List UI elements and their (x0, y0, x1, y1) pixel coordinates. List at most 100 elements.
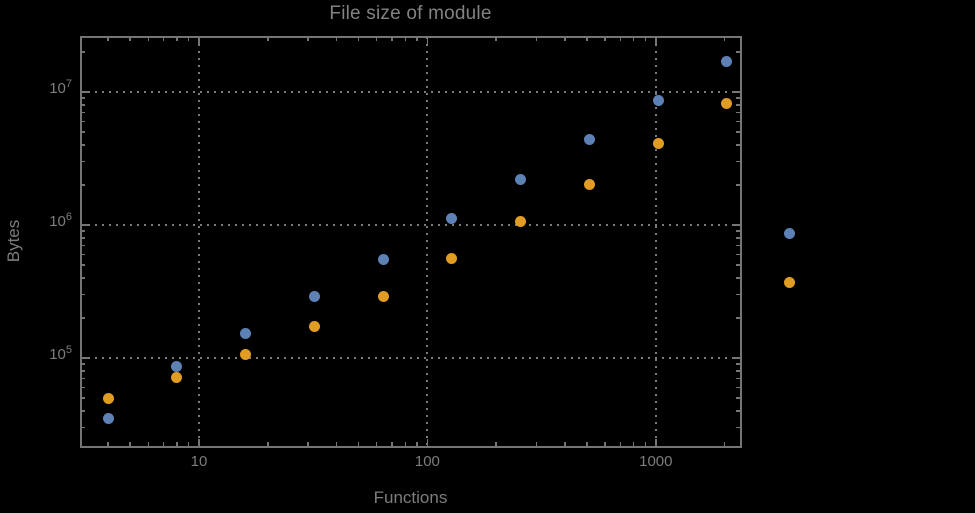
y-tick-label: 105 (49, 344, 72, 364)
plot-frame (80, 36, 742, 448)
y-gridline (81, 91, 740, 93)
x-axis-label: Functions (373, 488, 448, 507)
data-point-series-orange (583, 179, 595, 191)
x-tick (723, 37, 726, 41)
data-point-series-orange (171, 372, 183, 384)
x-tick (357, 37, 360, 41)
y-tick (733, 357, 740, 359)
data-point-series-orange (377, 290, 389, 302)
x-tick (129, 37, 131, 41)
x-gridline (198, 37, 200, 446)
data-point-series-orange (446, 252, 458, 264)
y-tick (736, 293, 740, 296)
x-tick (535, 442, 538, 446)
y-tick (81, 410, 85, 412)
y-tick (736, 184, 740, 186)
y-tick (81, 253, 85, 256)
x-tick (391, 37, 393, 41)
data-point-series-blue (652, 94, 664, 106)
y-tick (81, 111, 85, 114)
x-tick-label: 100 (414, 453, 440, 470)
data-point-series-orange (652, 137, 664, 149)
x-tick (267, 37, 269, 41)
data-point-series-blue (171, 361, 183, 373)
y-tick-label: 106 (49, 211, 72, 231)
x-tick (655, 439, 657, 446)
y-tick (81, 317, 85, 319)
data-point-series-blue (308, 290, 320, 302)
y-tick (81, 237, 85, 239)
y-tick (736, 144, 740, 146)
y-tick (736, 277, 740, 279)
x-tick (655, 37, 657, 44)
y-tick (736, 160, 740, 163)
x-tick-label: 1000 (639, 453, 673, 470)
x-tick (107, 442, 109, 446)
y-tick (81, 51, 85, 53)
y-tick (81, 357, 88, 359)
y-tick (733, 91, 740, 93)
y-tick (736, 426, 740, 429)
x-tick (619, 442, 622, 446)
x-tick (198, 439, 200, 446)
data-point-series-orange (308, 320, 320, 332)
x-tick (619, 37, 622, 41)
y-tick (736, 120, 740, 123)
x-tick (564, 442, 566, 446)
y-tick (736, 111, 740, 114)
x-tick (495, 442, 497, 446)
y-tick (81, 244, 85, 247)
y-tick-label: 107 (49, 78, 72, 98)
y-tick (81, 370, 85, 372)
x-tick (162, 442, 165, 446)
x-tick (176, 37, 178, 41)
x-tick (307, 442, 309, 446)
y-tick (736, 253, 740, 256)
x-tick (187, 37, 190, 41)
y-tick (736, 386, 740, 389)
x-tick-label: 10 (190, 453, 208, 470)
data-point-series-blue (377, 253, 389, 265)
y-tick (81, 264, 85, 266)
x-tick (604, 37, 606, 41)
x-tick (391, 442, 393, 446)
x-tick (644, 442, 647, 446)
x-tick (176, 442, 178, 446)
x-tick (267, 442, 269, 446)
data-point-series-blue (783, 228, 795, 240)
y-tick (81, 97, 85, 99)
x-tick (147, 442, 150, 446)
x-tick (404, 37, 407, 41)
y-tick (736, 131, 740, 133)
y-tick (736, 377, 740, 380)
y-tick (81, 104, 85, 106)
x-tick (644, 37, 647, 41)
data-point-series-orange (515, 216, 527, 228)
x-tick (404, 442, 407, 446)
data-point-series-blue (583, 133, 595, 145)
x-tick (147, 37, 150, 41)
x-tick (426, 37, 429, 44)
x-tick (495, 37, 497, 41)
y-tick (81, 160, 85, 163)
y-tick (736, 317, 740, 319)
x-tick (632, 37, 635, 41)
x-tick (335, 37, 338, 41)
x-tick (375, 442, 378, 446)
x-tick (426, 439, 429, 446)
y-tick (736, 97, 740, 99)
y-tick (81, 397, 85, 399)
x-tick (416, 442, 418, 446)
x-tick (535, 37, 538, 41)
x-tick (198, 37, 200, 44)
y-tick (81, 386, 85, 389)
data-point-series-orange (783, 276, 795, 288)
x-gridline (654, 37, 657, 446)
y-tick (81, 144, 85, 146)
y-tick (81, 224, 88, 226)
x-tick (307, 37, 309, 41)
data-point-series-orange (240, 348, 252, 360)
y-tick (736, 363, 740, 365)
y-tick (81, 120, 85, 123)
